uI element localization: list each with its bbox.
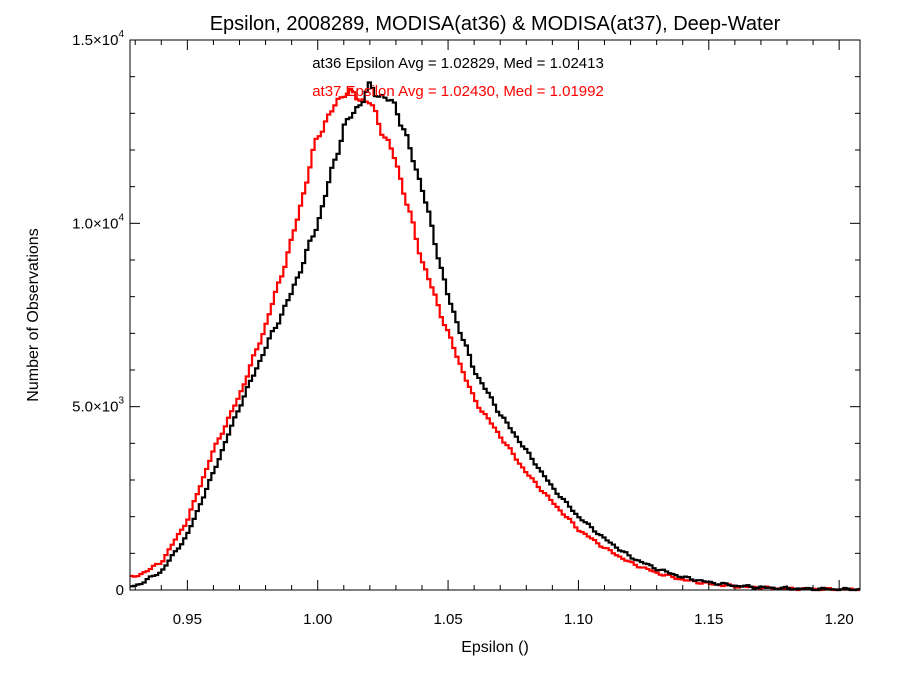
x-tick-label: 1.20 [825, 611, 854, 628]
y-tick-label: 0 [116, 582, 124, 599]
x-tick-label: 1.00 [303, 611, 332, 628]
series-line-1 [130, 87, 860, 592]
chart-title: Epsilon, 2008289, MODISA(at36) & MODISA(… [210, 13, 781, 35]
series-layer [130, 81, 861, 592]
series-line-0 [130, 81, 861, 592]
y-tick-label: 1.0×104 [72, 212, 124, 232]
y-tick-label: 1.5×104 [72, 29, 124, 49]
plot-frame [129, 39, 861, 591]
x-tick-label: 0.95 [173, 611, 202, 628]
axis-layer: 0.95 1.00 1.05 1.10 1.15 1.20 0 5.0×103 1.0×104 1… [72, 29, 860, 628]
x-tick-label: 1.10 [564, 611, 593, 628]
x-axis-label: Epsilon () [461, 639, 529, 656]
annotation-at37: at37 Epsilon Avg = 1.02430, Med = 1.0199… [312, 83, 604, 100]
y-axis-label: Number of Observations [25, 228, 42, 401]
annotation-at36: at36 Epsilon Avg = 1.02829, Med = 1.0241… [312, 55, 604, 72]
x-tick-label: 1.15 [694, 611, 723, 628]
y-tick-label: 5.0×103 [72, 396, 124, 416]
x-tick-label: 1.05 [433, 611, 462, 628]
